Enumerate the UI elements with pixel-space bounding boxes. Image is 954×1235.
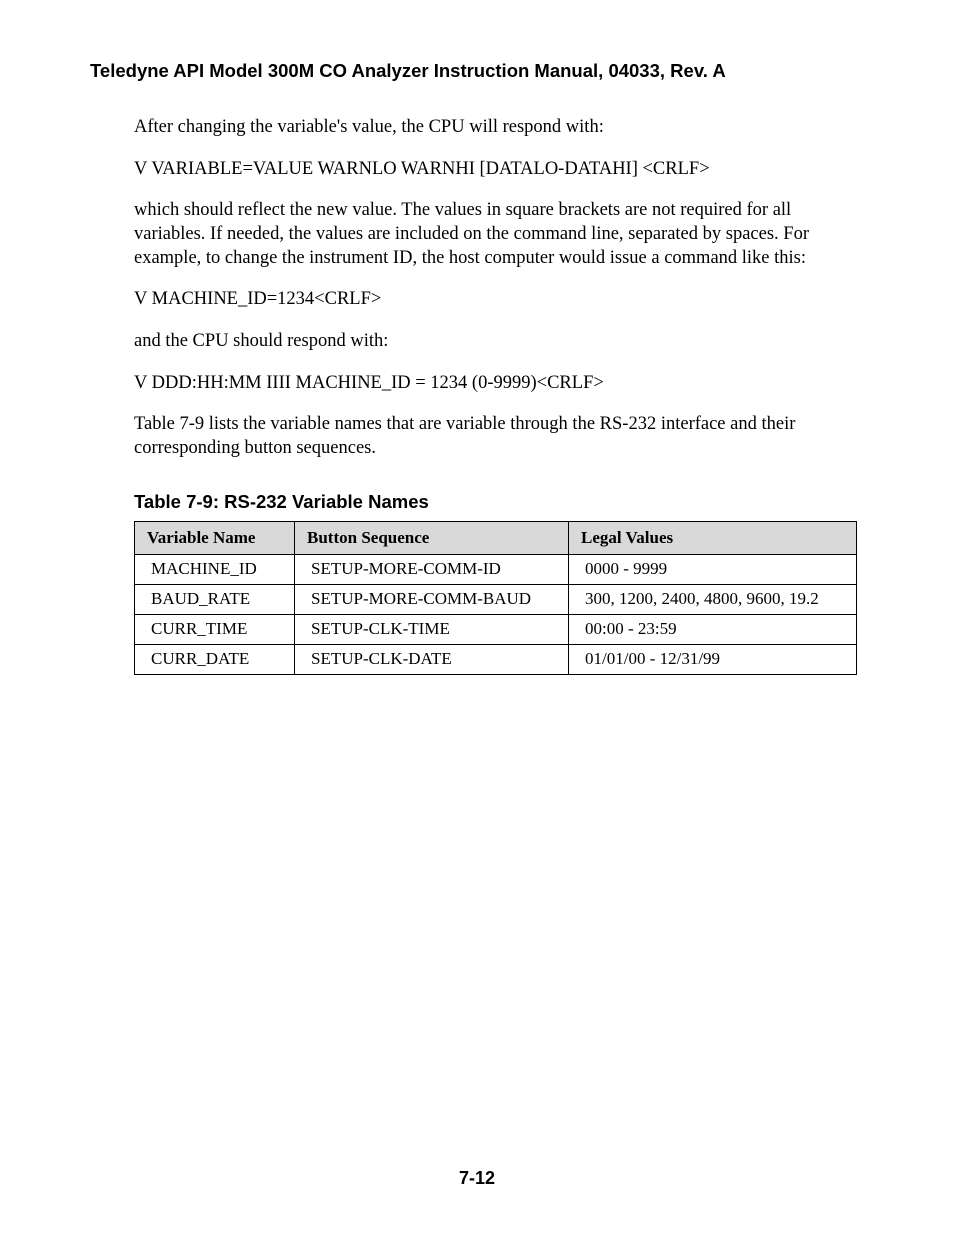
paragraph-command-example: V MACHINE_ID=1234<CRLF> — [134, 288, 864, 312]
cell-button-sequence: SETUP-MORE-COMM-BAUD — [295, 584, 569, 614]
cell-legal-values: 01/01/00 - 12/31/99 — [569, 644, 857, 674]
table-header-row: Variable Name Button Sequence Legal Valu… — [135, 521, 857, 554]
cell-button-sequence: SETUP-MORE-COMM-ID — [295, 554, 569, 584]
paragraph-response-example: V DDD:HH:MM IIII MACHINE_ID = 1234 (0-99… — [134, 372, 864, 396]
cell-variable-name: CURR_TIME — [135, 614, 295, 644]
document-page: Teledyne API Model 300M CO Analyzer Inst… — [0, 0, 954, 1235]
cell-variable-name: CURR_DATE — [135, 644, 295, 674]
paragraph-table-intro: Table 7-9 lists the variable names that … — [134, 413, 864, 460]
page-number: 7-12 — [0, 1168, 954, 1189]
cell-legal-values: 00:00 - 23:59 — [569, 614, 857, 644]
page-header-title: Teledyne API Model 300M CO Analyzer Inst… — [90, 60, 864, 82]
paragraph-response-format: V VARIABLE=VALUE WARNLO WARNHI [DATALO-D… — [134, 158, 864, 182]
paragraph-intro: After changing the variable's value, the… — [134, 116, 864, 140]
table-row: CURR_DATE SETUP-CLK-DATE 01/01/00 - 12/3… — [135, 644, 857, 674]
col-header-variable-name: Variable Name — [135, 521, 295, 554]
table-row: BAUD_RATE SETUP-MORE-COMM-BAUD 300, 1200… — [135, 584, 857, 614]
table-row: MACHINE_ID SETUP-MORE-COMM-ID 0000 - 999… — [135, 554, 857, 584]
paragraph-explanation: which should reflect the new value. The … — [134, 199, 864, 270]
cell-button-sequence: SETUP-CLK-DATE — [295, 644, 569, 674]
cell-button-sequence: SETUP-CLK-TIME — [295, 614, 569, 644]
col-header-button-sequence: Button Sequence — [295, 521, 569, 554]
col-header-legal-values: Legal Values — [569, 521, 857, 554]
rs232-variable-table: Variable Name Button Sequence Legal Valu… — [134, 521, 857, 675]
cell-variable-name: MACHINE_ID — [135, 554, 295, 584]
table-row: CURR_TIME SETUP-CLK-TIME 00:00 - 23:59 — [135, 614, 857, 644]
cell-legal-values: 0000 - 9999 — [569, 554, 857, 584]
table-caption: Table 7-9: RS-232 Variable Names — [134, 491, 864, 513]
cell-legal-values: 300, 1200, 2400, 4800, 9600, 19.2 — [569, 584, 857, 614]
paragraph-response-intro: and the CPU should respond with: — [134, 330, 864, 354]
cell-variable-name: BAUD_RATE — [135, 584, 295, 614]
